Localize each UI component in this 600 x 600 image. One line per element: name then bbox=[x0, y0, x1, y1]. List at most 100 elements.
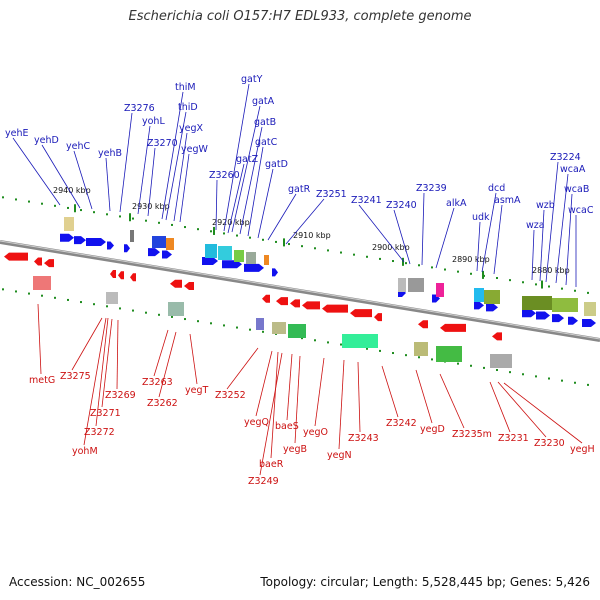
gene-label[interactable]: thiD bbox=[178, 102, 198, 113]
gene-label[interactable]: yegH bbox=[570, 444, 595, 455]
gene-label[interactable]: gatR bbox=[288, 184, 311, 195]
leader-line bbox=[358, 204, 405, 263]
gene-label[interactable]: yegW bbox=[181, 144, 208, 155]
gene-label[interactable]: Z3242 bbox=[386, 418, 417, 429]
gene-label[interactable]: baeS bbox=[275, 421, 299, 432]
gene-label[interactable]: yegO bbox=[303, 427, 328, 438]
gene-label[interactable]: yehE bbox=[5, 128, 29, 139]
annotation-block bbox=[522, 296, 552, 310]
annotation-block bbox=[398, 278, 406, 292]
gene-label[interactable]: wcaB bbox=[564, 184, 589, 195]
gene-label[interactable]: Z3262 bbox=[147, 398, 178, 409]
gene-label[interactable]: Z3235m bbox=[452, 429, 492, 440]
gene-label[interactable]: yohL bbox=[142, 116, 165, 127]
gene-label[interactable]: gatD bbox=[265, 159, 288, 170]
track-dot bbox=[366, 255, 368, 258]
annotation-block bbox=[490, 354, 512, 368]
gene-label[interactable]: wza bbox=[526, 220, 545, 231]
gene-label[interactable]: gatZ bbox=[236, 154, 259, 165]
tick-label: 2940 kbp bbox=[53, 186, 91, 195]
track-dot bbox=[314, 339, 316, 342]
track-dot bbox=[327, 341, 329, 344]
gene-label[interactable]: yegQ bbox=[244, 417, 269, 428]
gene-label[interactable]: wcaC bbox=[568, 205, 594, 216]
gene-label[interactable]: Z3263 bbox=[142, 377, 173, 388]
annotation-block bbox=[288, 324, 306, 338]
track-dot bbox=[54, 296, 56, 299]
reverse-gene-arrow bbox=[184, 282, 194, 291]
gene-label[interactable]: Z3241 bbox=[351, 195, 382, 206]
track-dot bbox=[457, 270, 459, 273]
gene-label[interactable]: gatA bbox=[252, 96, 275, 107]
annotation-block bbox=[64, 217, 74, 231]
gene-label[interactable]: alkA bbox=[446, 198, 467, 209]
leader-line bbox=[267, 193, 297, 241]
gene-label[interactable]: gatB bbox=[254, 117, 276, 128]
leader-line bbox=[37, 303, 42, 375]
track-dot bbox=[132, 309, 134, 312]
annotation-block bbox=[474, 288, 484, 302]
track-dot bbox=[392, 352, 394, 355]
gene-label[interactable]: yegN bbox=[327, 450, 352, 461]
gene-label[interactable]: Z3260 bbox=[209, 170, 240, 181]
leader-line bbox=[147, 147, 156, 217]
reverse-gene-arrow bbox=[170, 279, 182, 288]
gene-label[interactable]: yehD bbox=[34, 135, 59, 146]
forward-gene-arrow bbox=[107, 241, 114, 250]
track-dot bbox=[54, 204, 56, 207]
forward-gene-arrow bbox=[552, 314, 564, 323]
track-dot bbox=[28, 200, 30, 203]
gene-label[interactable]: yegD bbox=[420, 424, 445, 435]
gene-label[interactable]: Z3243 bbox=[348, 433, 379, 444]
gene-label[interactable]: Z3230 bbox=[534, 438, 565, 449]
gene-label[interactable]: Z3240 bbox=[386, 200, 417, 211]
forward-gene-arrow bbox=[568, 316, 578, 325]
gene-label[interactable]: asmA bbox=[494, 195, 521, 206]
gene-label[interactable]: Z3249 bbox=[248, 476, 279, 487]
gene-label[interactable]: Z3252 bbox=[215, 390, 246, 401]
gene-label[interactable]: udk bbox=[472, 212, 490, 223]
gene-label[interactable]: baeR bbox=[259, 459, 284, 470]
gene-label[interactable]: Z3275 bbox=[60, 371, 91, 382]
gene-label[interactable]: gatC bbox=[255, 137, 278, 148]
gene-label[interactable]: Z3239 bbox=[416, 183, 447, 194]
gene-label[interactable]: Z3276 bbox=[124, 103, 155, 114]
leader-line bbox=[476, 221, 481, 272]
leader-line bbox=[489, 381, 511, 433]
gene-label[interactable]: yohM bbox=[72, 446, 98, 457]
gene-label[interactable]: Z3271 bbox=[90, 408, 121, 419]
forward-gene-arrow bbox=[474, 301, 484, 310]
gene-label[interactable]: yehB bbox=[98, 148, 122, 159]
leader-line bbox=[421, 192, 425, 266]
track-dot bbox=[587, 383, 589, 386]
forward-gene-arrow bbox=[74, 236, 86, 245]
gene-label[interactable]: Z3231 bbox=[498, 433, 529, 444]
gene-label[interactable]: yehC bbox=[66, 141, 90, 152]
track-dot bbox=[80, 301, 82, 304]
gene-label[interactable]: Z3224 bbox=[550, 152, 581, 163]
gene-label[interactable]: yegX bbox=[179, 123, 203, 134]
gene-label[interactable]: yegB bbox=[283, 444, 307, 455]
gene-label[interactable]: Z3272 bbox=[84, 427, 115, 438]
track-dot bbox=[340, 343, 342, 346]
reverse-gene-arrow bbox=[130, 273, 136, 282]
track-dot bbox=[470, 364, 472, 367]
gene-label[interactable]: Z3270 bbox=[147, 138, 178, 149]
track-dot bbox=[457, 362, 459, 365]
gene-label[interactable]: wcaA bbox=[560, 164, 586, 175]
gene-label[interactable]: wzb bbox=[536, 200, 555, 211]
gene-label[interactable]: dcd bbox=[488, 183, 505, 194]
gene-label[interactable]: yegT bbox=[185, 385, 208, 396]
forward-gene-arrow bbox=[536, 311, 550, 320]
track-dot bbox=[106, 213, 108, 216]
gene-label[interactable]: Z3269 bbox=[105, 390, 136, 401]
gene-label[interactable]: metG bbox=[29, 375, 55, 386]
track-dot bbox=[67, 206, 69, 209]
annotation-block bbox=[256, 318, 264, 330]
gene-label[interactable]: gatY bbox=[241, 74, 263, 85]
gene-label[interactable]: thiM bbox=[175, 82, 196, 93]
track-dot bbox=[288, 243, 290, 246]
track-dot bbox=[28, 292, 30, 295]
gene-label[interactable]: Z3251 bbox=[316, 189, 347, 200]
